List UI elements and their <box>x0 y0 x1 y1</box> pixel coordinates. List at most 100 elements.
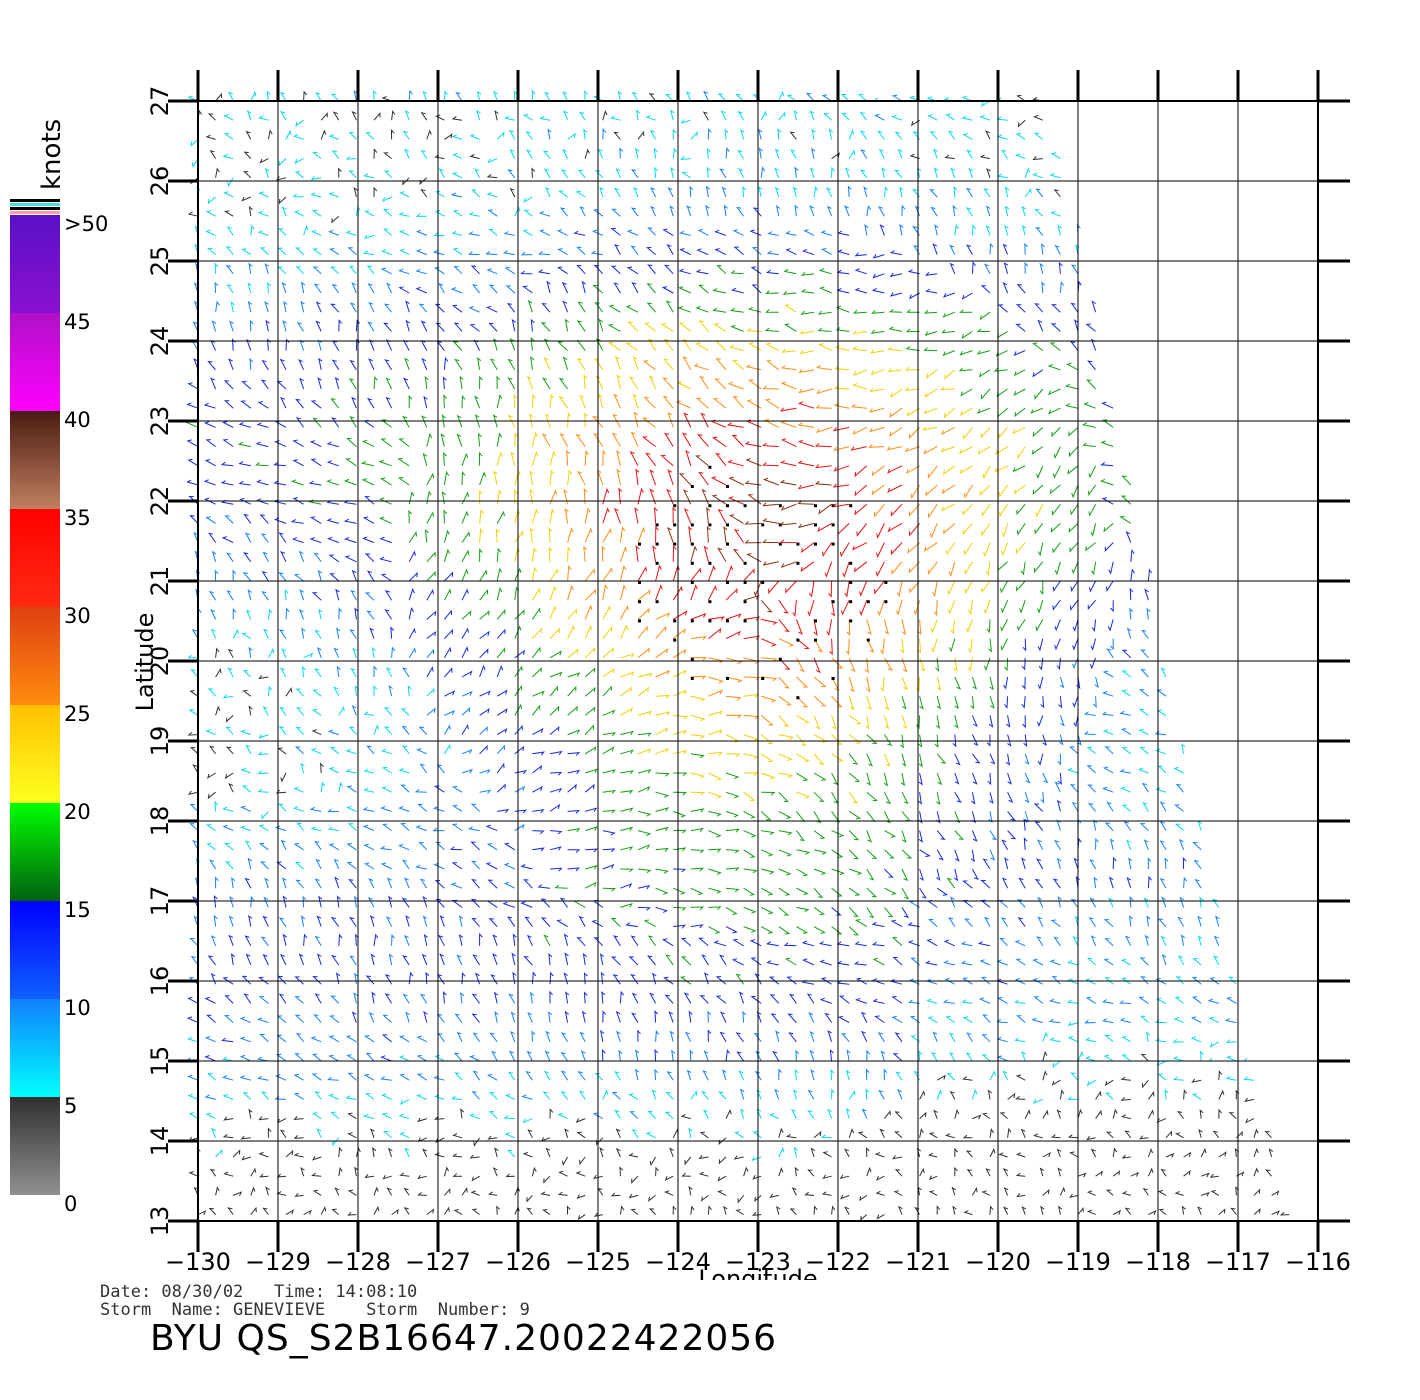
wind-vector <box>1086 765 1096 774</box>
wind-vector <box>1102 729 1114 736</box>
wind-vector <box>672 147 678 159</box>
wind-vector <box>1088 503 1097 517</box>
wind-vector <box>690 808 705 813</box>
wind-vector <box>708 887 722 894</box>
wind-vector <box>839 1174 850 1179</box>
wind-vector <box>187 1036 199 1043</box>
wind-vector <box>193 915 199 927</box>
rain-flag-dot <box>638 600 641 604</box>
wind-vector <box>667 411 674 428</box>
wind-vector <box>403 935 410 947</box>
colorbar-tick-label: 35 <box>64 506 91 530</box>
wind-vector <box>884 1110 891 1119</box>
wind-vector <box>276 381 287 390</box>
wind-vector <box>563 972 569 985</box>
wind-vector <box>350 667 357 678</box>
wind-vector <box>848 810 862 820</box>
wind-vector <box>1039 1167 1045 1177</box>
wind-vector <box>673 714 689 720</box>
wind-vector <box>620 770 634 775</box>
wind-vector <box>610 917 621 927</box>
wind-vector <box>654 506 658 524</box>
wind-vector <box>510 1030 516 1042</box>
wind-vector <box>348 726 357 735</box>
wind-vector <box>256 1056 269 1062</box>
wind-vector <box>809 110 815 121</box>
wind-vector <box>807 1110 815 1119</box>
wind-vector <box>290 518 304 524</box>
rain-flag-dot <box>814 619 817 623</box>
wind-vector <box>996 330 1008 339</box>
rain-flag-dot <box>796 561 800 565</box>
wind-vector <box>486 268 498 275</box>
wind-vector <box>343 478 357 486</box>
wind-vector <box>934 224 939 236</box>
wind-vector <box>584 588 597 601</box>
wind-vector <box>609 115 621 121</box>
wind-vector <box>1035 188 1044 198</box>
wind-vector <box>754 1195 762 1203</box>
wind-vector <box>690 675 707 680</box>
wind-vector <box>669 205 674 217</box>
wind-vector <box>703 1050 709 1062</box>
wind-vector <box>1086 379 1096 390</box>
wind-vector <box>369 915 375 927</box>
wind-vector <box>859 112 868 121</box>
wind-vector <box>655 826 669 832</box>
wind-vector <box>866 868 875 881</box>
wind-vector <box>693 363 709 371</box>
wind-vector <box>461 768 473 774</box>
wind-vector <box>260 379 269 390</box>
wind-vector <box>210 935 217 946</box>
wind-vector <box>223 1015 234 1023</box>
wind-vector <box>557 248 568 256</box>
wind-vector <box>1083 402 1096 409</box>
wind-vector <box>543 934 551 947</box>
wind-vector <box>818 941 832 947</box>
wind-vector <box>1072 638 1079 651</box>
wind-vector <box>723 525 728 543</box>
wind-vector <box>809 1030 815 1042</box>
wind-vector <box>347 1112 357 1120</box>
wind-vector <box>420 340 428 351</box>
wind-vector <box>628 1093 639 1100</box>
wind-vector <box>362 250 375 256</box>
wind-vector <box>490 974 498 985</box>
wind-vector <box>492 934 498 946</box>
wind-vector <box>426 472 435 486</box>
wind-vector <box>353 992 358 1004</box>
wind-vector <box>1226 996 1237 1004</box>
wind-vector <box>1089 657 1097 670</box>
wind-vector <box>1155 748 1167 755</box>
wind-vector <box>1014 939 1026 947</box>
wind-vector <box>207 360 216 371</box>
wind-vector <box>959 350 973 356</box>
wind-vector <box>278 572 287 582</box>
wind-vector <box>1052 1060 1061 1069</box>
wind-vector <box>980 976 991 985</box>
wind-vector <box>840 1194 850 1200</box>
wind-vector <box>263 628 269 639</box>
wind-vector <box>953 868 959 882</box>
wind-vector <box>725 1109 732 1119</box>
wind-vector <box>311 1172 322 1177</box>
rain-flag-dot <box>761 523 765 527</box>
wind-vector <box>702 1109 709 1119</box>
wind-vector <box>584 667 596 678</box>
wind-vector <box>1066 999 1079 1004</box>
wind-vector <box>1054 561 1061 576</box>
wind-vector <box>408 509 413 524</box>
wind-vector <box>407 685 412 697</box>
wind-vector <box>1103 958 1114 966</box>
wind-vector <box>673 847 687 852</box>
wind-vector <box>189 690 199 697</box>
wind-vector <box>453 1209 463 1216</box>
wind-vector <box>280 550 287 563</box>
wind-vector <box>954 676 962 690</box>
wind-vector <box>380 862 392 870</box>
wind-vector <box>891 94 903 102</box>
wind-vector <box>1104 977 1114 985</box>
wind-vector <box>581 1010 587 1023</box>
wind-vector <box>496 432 503 447</box>
wind-vector <box>922 426 938 431</box>
